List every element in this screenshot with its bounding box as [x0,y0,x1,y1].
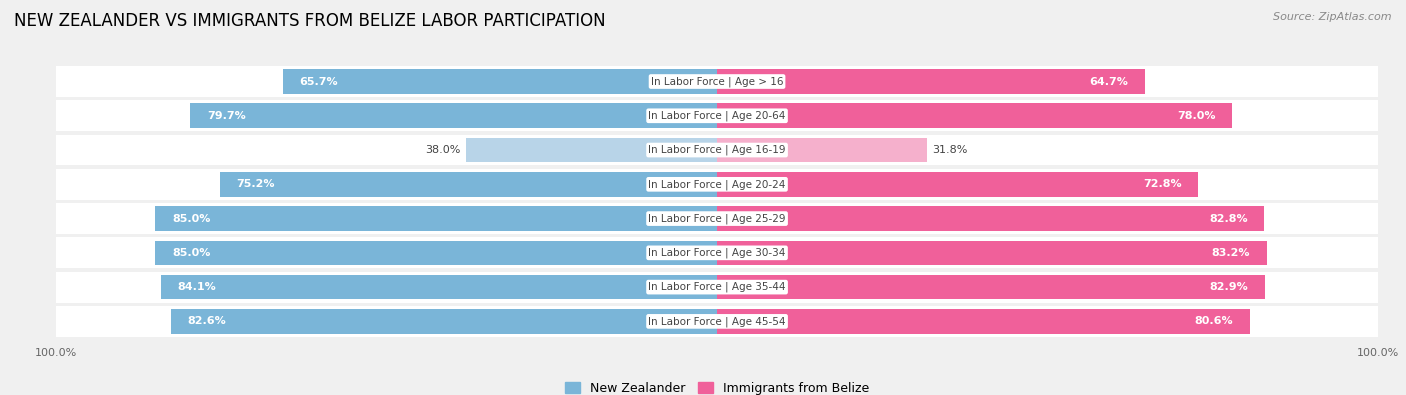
Text: 65.7%: 65.7% [299,77,337,87]
Bar [172,309,717,334]
Text: 78.0%: 78.0% [1177,111,1216,121]
Bar [717,206,1264,231]
Text: In Labor Force | Age 20-64: In Labor Force | Age 20-64 [648,111,786,121]
Bar [56,306,1378,337]
Text: NEW ZEALANDER VS IMMIGRANTS FROM BELIZE LABOR PARTICIPATION: NEW ZEALANDER VS IMMIGRANTS FROM BELIZE … [14,12,606,30]
Text: In Labor Force | Age > 16: In Labor Force | Age > 16 [651,76,783,87]
Text: 75.2%: 75.2% [236,179,276,189]
Bar [56,135,1378,166]
Text: 79.7%: 79.7% [207,111,246,121]
Text: 85.0%: 85.0% [172,248,211,258]
Bar [56,169,1378,200]
Text: 80.6%: 80.6% [1195,316,1233,326]
Text: 82.6%: 82.6% [188,316,226,326]
Bar [56,203,1378,234]
Bar [717,138,927,162]
Text: 82.9%: 82.9% [1209,282,1249,292]
Bar [56,100,1378,131]
Bar [155,206,717,231]
Legend: New Zealander, Immigrants from Belize: New Zealander, Immigrants from Belize [560,377,875,395]
Text: 82.8%: 82.8% [1209,214,1247,224]
Text: 84.1%: 84.1% [177,282,217,292]
Bar [190,103,717,128]
Text: 72.8%: 72.8% [1143,179,1181,189]
Bar [162,275,717,299]
Bar [717,172,1198,197]
Text: In Labor Force | Age 16-19: In Labor Force | Age 16-19 [648,145,786,155]
Text: 38.0%: 38.0% [425,145,461,155]
Bar [56,66,1378,97]
Bar [717,309,1250,334]
Text: In Labor Force | Age 30-34: In Labor Force | Age 30-34 [648,248,786,258]
Bar [221,172,717,197]
Bar [56,272,1378,303]
Bar [717,275,1265,299]
Text: Source: ZipAtlas.com: Source: ZipAtlas.com [1274,12,1392,22]
Bar [56,237,1378,268]
Bar [465,138,717,162]
Text: In Labor Force | Age 35-44: In Labor Force | Age 35-44 [648,282,786,292]
Bar [283,69,717,94]
Text: 31.8%: 31.8% [932,145,967,155]
Text: 64.7%: 64.7% [1090,77,1128,87]
Text: In Labor Force | Age 45-54: In Labor Force | Age 45-54 [648,316,786,327]
Bar [717,103,1233,128]
Text: In Labor Force | Age 25-29: In Labor Force | Age 25-29 [648,213,786,224]
Bar [717,241,1267,265]
Text: 83.2%: 83.2% [1212,248,1250,258]
Text: In Labor Force | Age 20-24: In Labor Force | Age 20-24 [648,179,786,190]
Text: 85.0%: 85.0% [172,214,211,224]
Bar [155,241,717,265]
Bar [717,69,1144,94]
